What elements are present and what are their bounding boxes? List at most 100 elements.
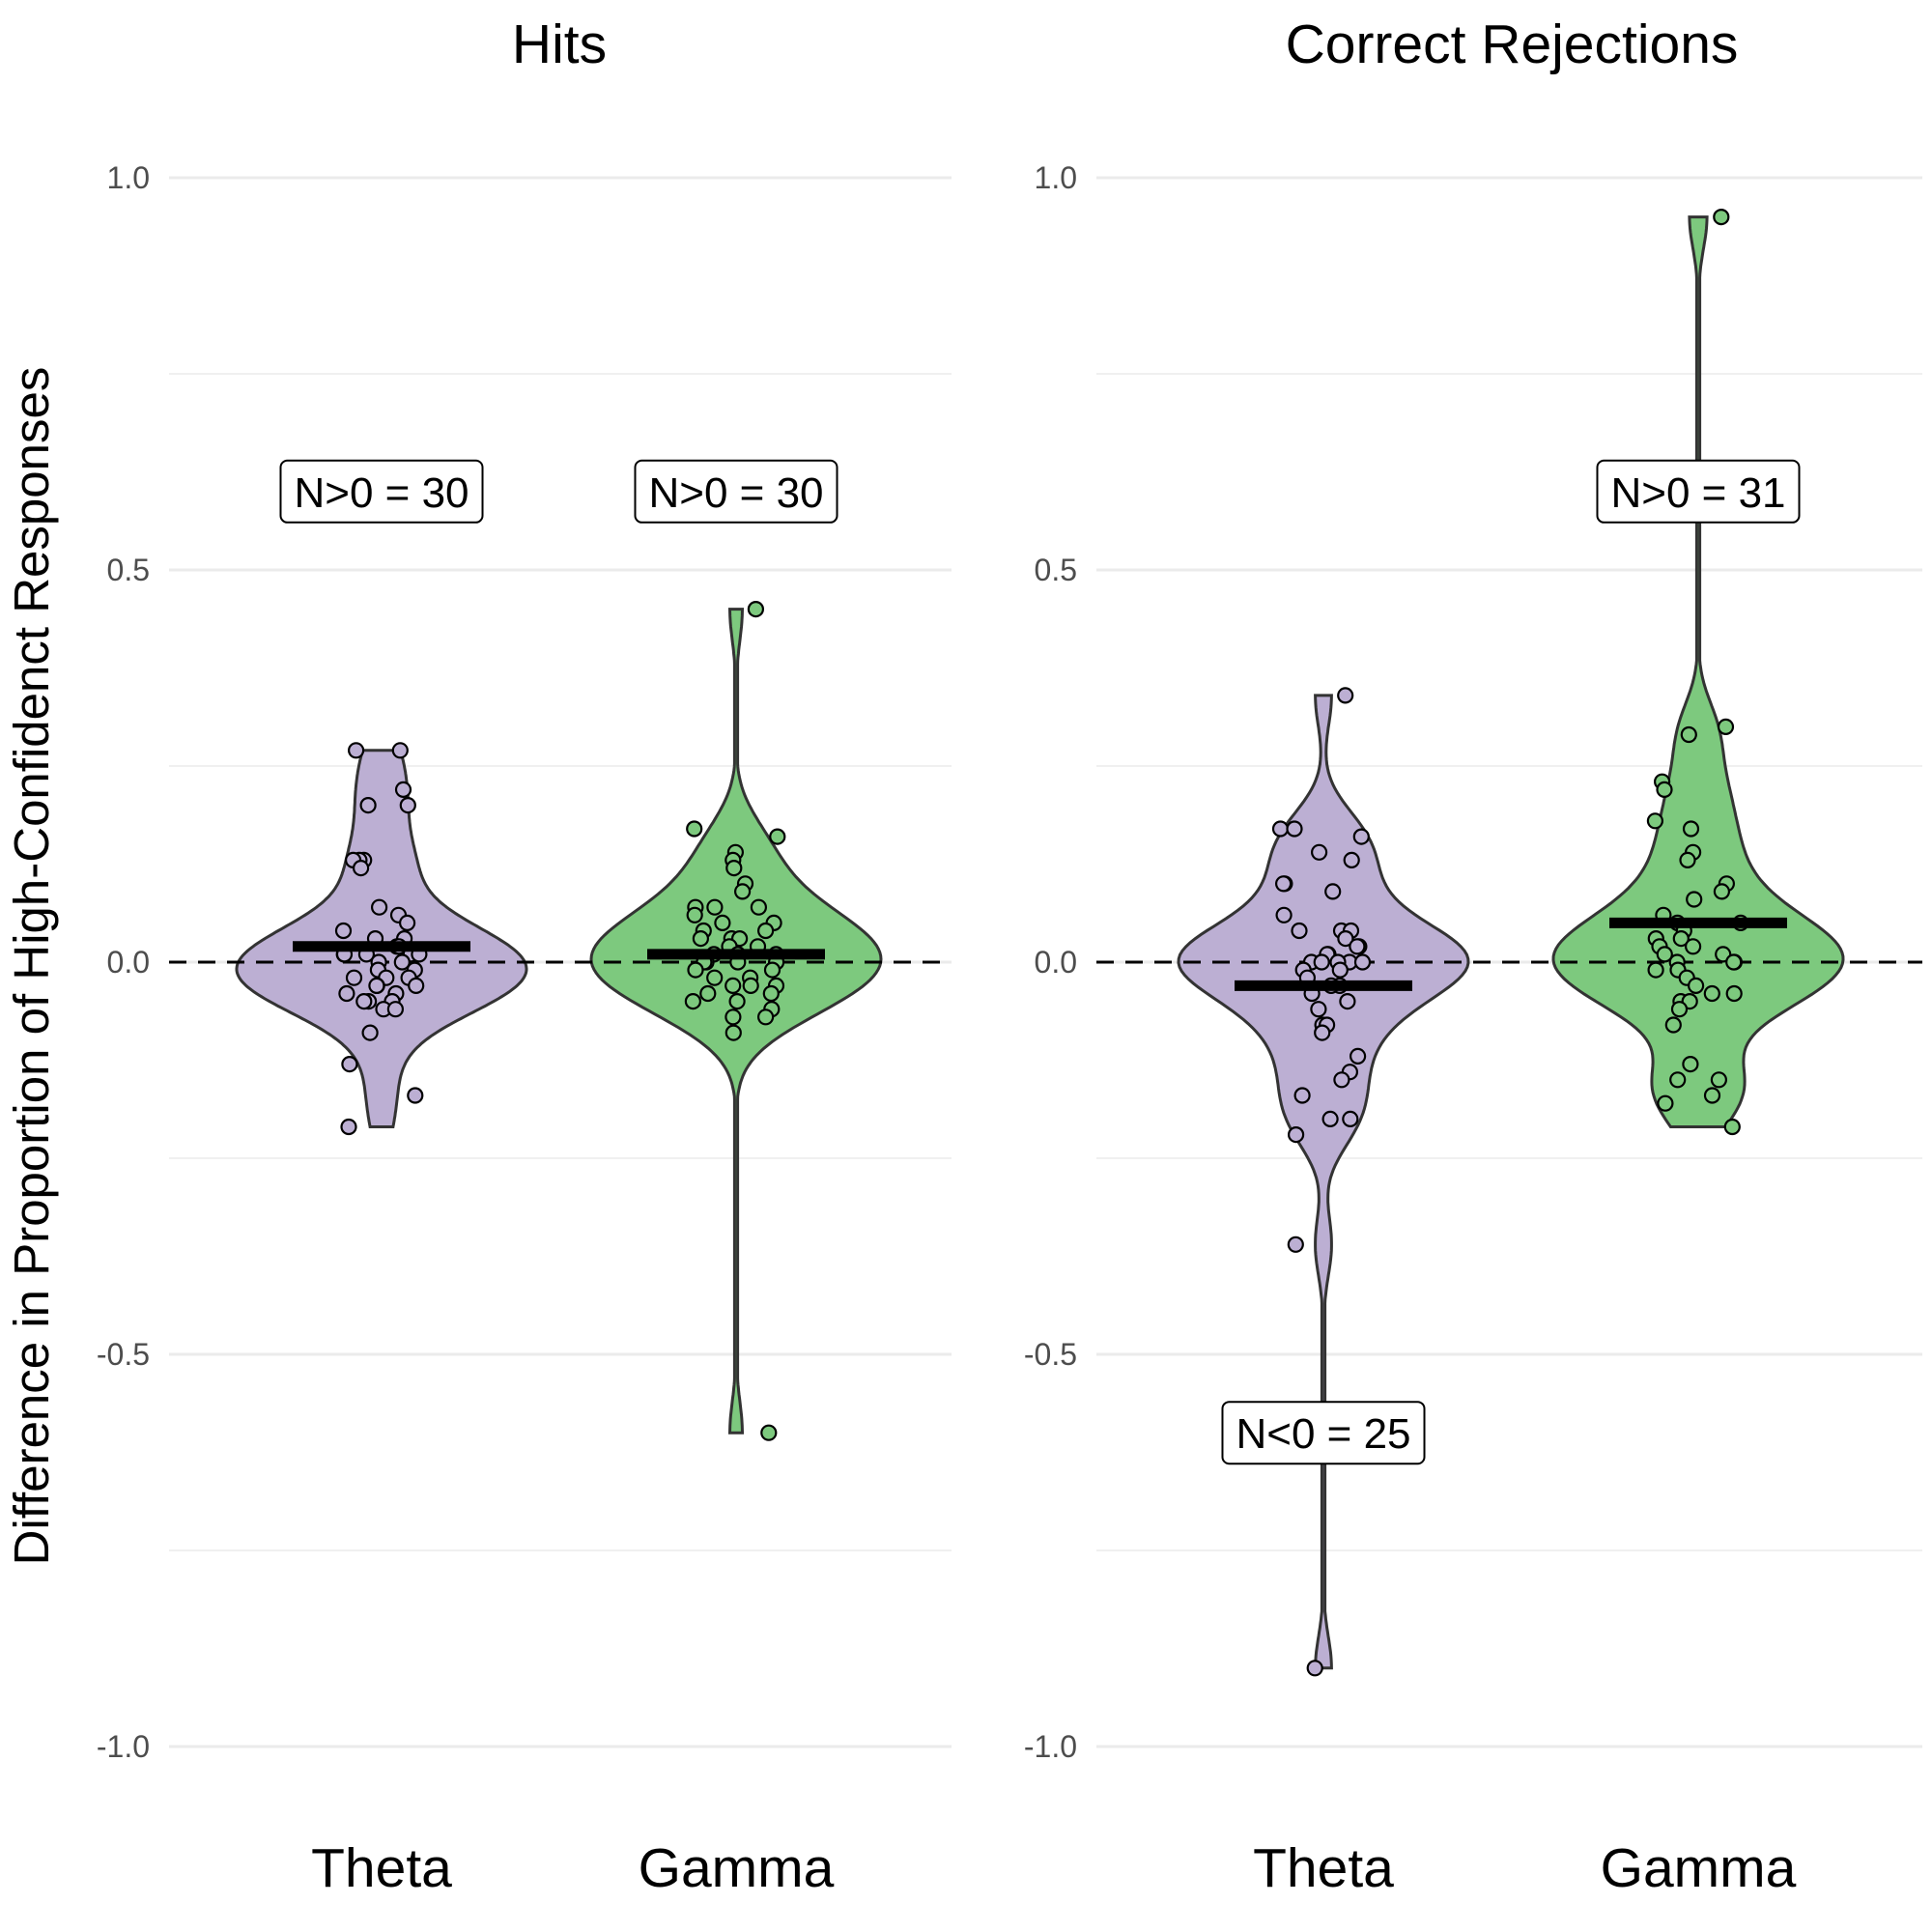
data-point xyxy=(686,820,703,838)
annotation-text: N>0 = 30 xyxy=(294,469,469,517)
y-tick-label: 0.0 xyxy=(107,945,150,980)
data-point xyxy=(706,898,724,916)
data-point xyxy=(1686,891,1703,908)
data-point xyxy=(345,969,363,986)
data-point xyxy=(338,984,355,1003)
theta-violin xyxy=(1177,694,1470,1670)
data-point xyxy=(1343,851,1360,869)
count-annotation: N>0 = 31 xyxy=(1596,459,1801,524)
data-point xyxy=(742,977,759,995)
data-point xyxy=(724,1009,742,1026)
data-point xyxy=(714,914,731,932)
data-point xyxy=(399,914,416,932)
data-point xyxy=(1331,961,1349,979)
data-point xyxy=(1353,953,1372,971)
data-point xyxy=(724,977,742,995)
data-point xyxy=(750,898,768,916)
data-point xyxy=(1293,1087,1311,1104)
annotation-text: N<0 = 25 xyxy=(1236,1410,1410,1458)
data-point xyxy=(1713,883,1731,900)
panel-0: 1.0 0.5 0.0 -0.5 -1.0 Hits N>0 = 30 Theta N>0 = … xyxy=(97,14,952,1899)
data-point xyxy=(371,898,388,916)
data-point xyxy=(763,961,781,979)
annotation-box xyxy=(634,459,838,524)
data-point xyxy=(391,742,409,759)
data-point xyxy=(394,781,412,799)
data-point xyxy=(1349,1047,1367,1065)
data-point xyxy=(1342,1110,1359,1128)
data-point xyxy=(1287,1125,1305,1144)
data-point xyxy=(684,992,702,1010)
data-point xyxy=(1669,1071,1687,1089)
data-point xyxy=(1324,883,1342,900)
data-point xyxy=(355,992,373,1010)
x-tick-label: Theta xyxy=(1253,1837,1394,1899)
data-point xyxy=(728,992,746,1010)
data-point xyxy=(769,828,786,845)
data-point xyxy=(348,742,365,759)
data-point xyxy=(706,969,724,986)
data-point xyxy=(1703,1087,1721,1104)
data-point xyxy=(341,1055,358,1073)
data-point xyxy=(1310,1001,1327,1018)
y-tick-label: 1.0 xyxy=(107,160,150,195)
data-point xyxy=(1337,687,1354,704)
data-point xyxy=(1687,977,1705,995)
data-point xyxy=(334,922,353,940)
data-point xyxy=(361,1024,379,1041)
data-point xyxy=(1670,1001,1689,1018)
data-point xyxy=(1275,906,1293,923)
data-point xyxy=(1717,718,1735,736)
annotation-text: N>0 = 31 xyxy=(1610,469,1785,517)
panel-title: Correct Rejections xyxy=(1286,14,1739,75)
data-point xyxy=(1657,1094,1674,1112)
data-point xyxy=(1703,984,1720,1003)
data-point xyxy=(1680,725,1697,744)
annotation-box xyxy=(279,459,484,524)
annotation-text: N>0 = 30 xyxy=(648,469,823,517)
count-annotation: N>0 = 30 xyxy=(634,459,838,524)
x-tick-label: Gamma xyxy=(1601,1837,1797,1899)
data-point xyxy=(1306,1660,1323,1677)
data-point xyxy=(692,929,710,948)
data-point xyxy=(1291,922,1308,940)
panel-1: 1.0 0.5 0.0 -0.5 -1.0 Correct Rejections N<0 =… xyxy=(1024,14,1922,1899)
panel-title: Hits xyxy=(512,14,607,75)
data-point xyxy=(699,984,717,1003)
data-point xyxy=(1723,1118,1741,1136)
data-point xyxy=(1337,929,1354,948)
x-tick-label: Gamma xyxy=(639,1837,835,1899)
data-point xyxy=(1287,1236,1304,1253)
data-point xyxy=(408,977,425,995)
data-point xyxy=(368,977,385,995)
data-point xyxy=(1679,851,1696,869)
data-point xyxy=(1321,1110,1339,1128)
data-point xyxy=(359,796,377,814)
data-point xyxy=(1333,1071,1350,1089)
data-point xyxy=(762,984,780,1003)
data-point xyxy=(1725,953,1743,971)
data-point xyxy=(724,1024,742,1041)
data-point xyxy=(756,922,775,940)
y-tick-label: -0.5 xyxy=(1024,1337,1077,1372)
data-point xyxy=(1271,820,1290,838)
data-point xyxy=(1713,209,1730,226)
y-tick-label: -0.5 xyxy=(97,1337,150,1372)
data-point xyxy=(1310,843,1328,861)
data-point xyxy=(1725,984,1743,1003)
data-point xyxy=(686,906,703,923)
data-point xyxy=(687,961,704,979)
data-point xyxy=(386,1001,404,1018)
data-point xyxy=(756,1009,775,1026)
y-tick-label: 1.0 xyxy=(1035,160,1077,195)
data-point xyxy=(1710,1071,1728,1089)
data-point xyxy=(1682,820,1700,838)
data-point xyxy=(1656,781,1673,799)
y-tick-label: 0.5 xyxy=(107,553,150,587)
annotation-box xyxy=(1221,1401,1426,1465)
data-point xyxy=(1682,1055,1699,1073)
data-point xyxy=(1313,953,1330,971)
data-point xyxy=(733,883,752,900)
data-point xyxy=(1274,875,1293,893)
count-annotation: N>0 = 30 xyxy=(279,459,484,524)
